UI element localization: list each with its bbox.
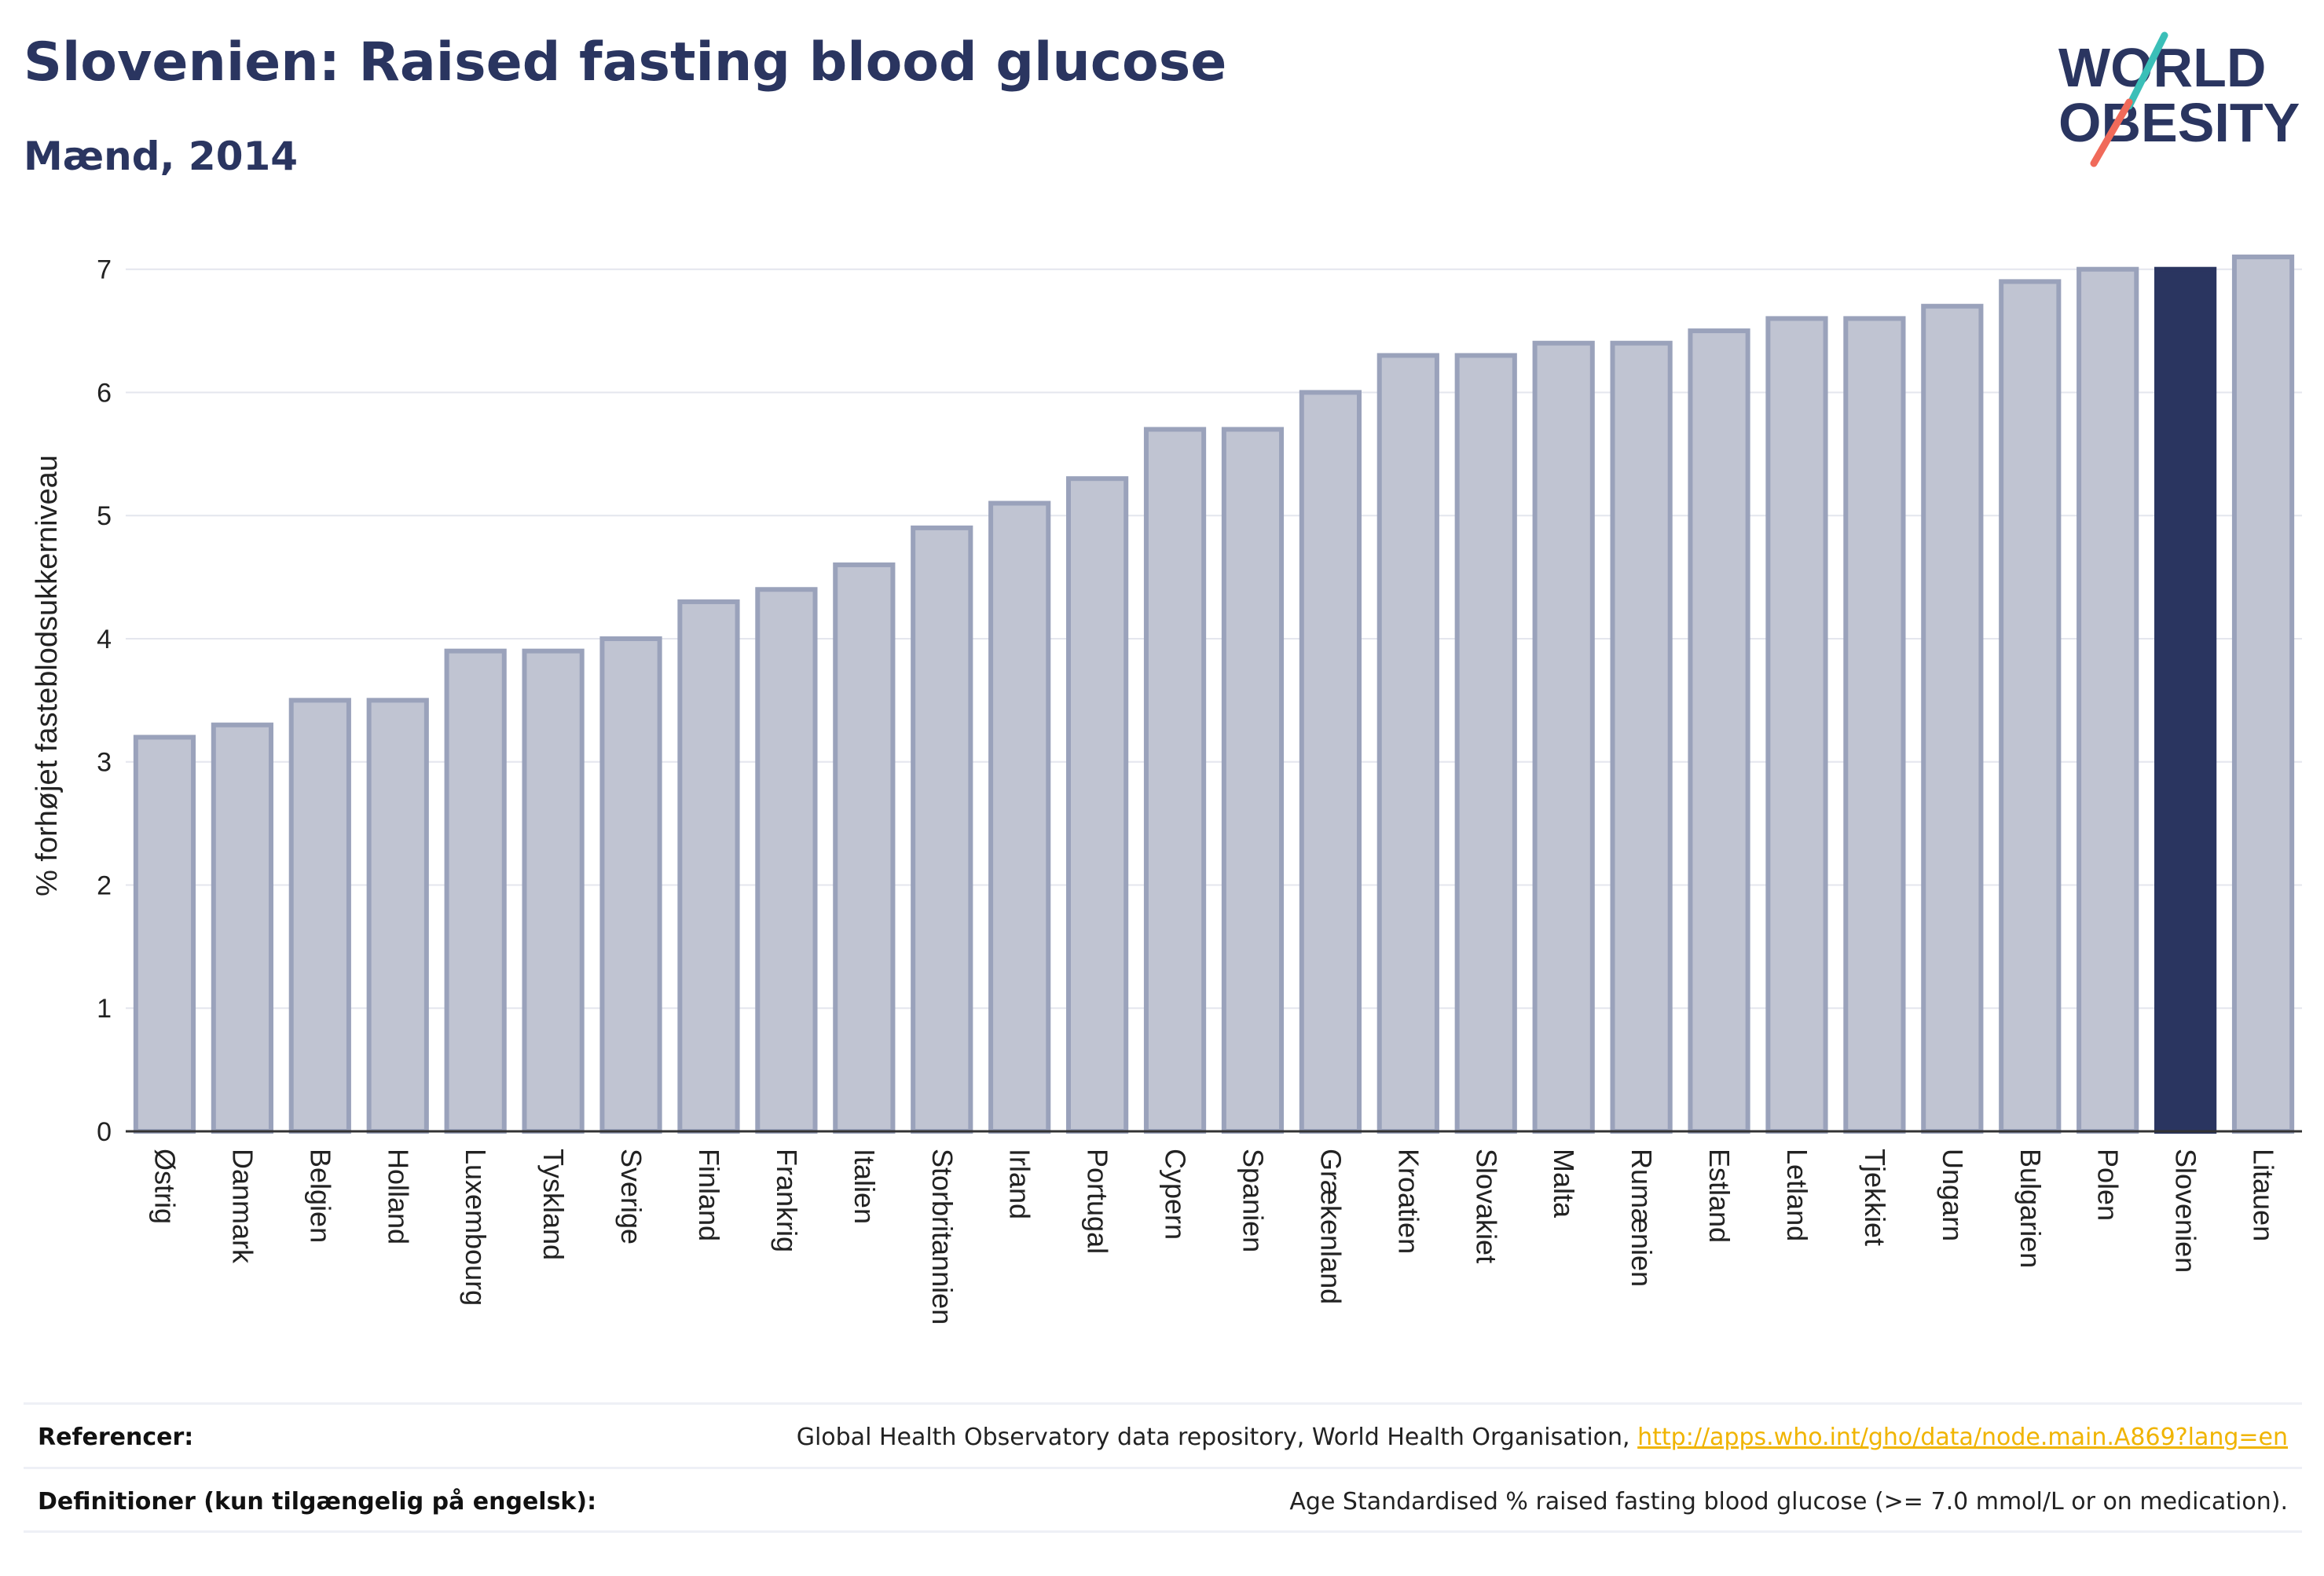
x-tick-label: Letland: [1781, 1149, 1813, 1241]
bar-grækenland: [1299, 390, 1362, 1134]
x-tick-label: Spanien: [1237, 1149, 1269, 1252]
bar-irland: [988, 500, 1051, 1134]
bar-estland: [1688, 328, 1750, 1134]
y-tick-label: 7: [97, 255, 112, 285]
x-tick-label: Malta: [1548, 1149, 1580, 1219]
bar-chart: 0 1 2 3 4 5 6 7 % forhøjet fasteblodsukkerniveau…: [31, 255, 2302, 1325]
bar-danmark: [211, 722, 273, 1134]
bar-belgien: [288, 698, 351, 1134]
bar-tyskland: [522, 648, 585, 1134]
x-tick-label: Sverige: [615, 1149, 647, 1244]
y-tick-label: 0: [97, 1117, 112, 1147]
x-tick-label: Slovenien: [2170, 1149, 2202, 1273]
chart-subtitle: Mænd, 2014: [24, 134, 299, 179]
x-tick-label: Slovakiet: [1470, 1149, 1502, 1263]
y-tick-label: 4: [97, 625, 112, 654]
bar-spanien: [1221, 427, 1285, 1134]
bar-østrig: [133, 735, 196, 1134]
bar-litauen: [2231, 255, 2295, 1134]
x-tick-label: Estland: [1703, 1149, 1736, 1243]
definitions-row: Definitioner (kun tilgængelig på engelsk…: [24, 1467, 2302, 1534]
bar-slovenien: [2154, 266, 2217, 1134]
x-tick-label: Frankrig: [771, 1149, 803, 1252]
x-tick-label: Østrig: [148, 1149, 181, 1224]
bar-bulgarien: [1999, 279, 2062, 1134]
x-tick-label: Grækenland: [1314, 1149, 1347, 1304]
x-tick-label: Cypern: [1160, 1149, 1192, 1240]
x-tick-label: Litauen: [2248, 1149, 2280, 1241]
x-tick-label: Italien: [849, 1149, 881, 1224]
chart-title: Slovenien: Raised fasting blood glucose: [24, 31, 1227, 93]
bar-frankrig: [755, 587, 818, 1134]
y-tick-label: 5: [97, 501, 112, 531]
x-tick-label: Danmark: [226, 1149, 258, 1264]
x-tick-label: Holland: [382, 1149, 414, 1244]
references-label: Referencer:: [38, 1424, 194, 1451]
x-tick-label: Polen: [2092, 1149, 2124, 1221]
x-tick-label: Tjekkiet: [1859, 1149, 1891, 1246]
x-tick-label: Rumænien: [1626, 1149, 1658, 1287]
bar-finland: [677, 599, 740, 1134]
x-tick-label: Finland: [693, 1149, 725, 1241]
logo-slash-coral: [2090, 98, 2133, 167]
x-tick-label: Bulgarien: [2014, 1149, 2047, 1268]
y-tick-label: 6: [97, 378, 112, 408]
y-tick-label: 2: [97, 870, 112, 900]
x-tick-label: Ungarn: [1937, 1149, 1969, 1241]
bar-italien: [833, 562, 896, 1134]
x-tick-label: Luxembourg: [460, 1149, 492, 1306]
x-tick-label: Irland: [1004, 1149, 1036, 1219]
bar-luxembourg: [444, 648, 507, 1134]
y-tick-label: 3: [97, 748, 112, 778]
x-tick-label: Belgien: [304, 1149, 336, 1243]
bar-letland: [1765, 316, 1828, 1134]
logo-slash-teal: [2125, 31, 2168, 110]
world-obesity-logo: WORLD OBESITY: [2058, 31, 2300, 167]
definitions-label: Definitioner (kun tilgængelig på engelsk…: [38, 1488, 597, 1516]
footer-divider: [24, 1530, 2302, 1533]
definitions-text: Age Standardised % raised fasting blood …: [1289, 1488, 2288, 1516]
references-row: Referencer: Global Health Observatory da…: [24, 1402, 2302, 1469]
references-link[interactable]: http://apps.who.int/gho/data/node.main.A…: [1637, 1424, 2288, 1451]
bar-portugal: [1066, 476, 1129, 1134]
logo-text-obesity: OBESITY: [2058, 92, 2300, 153]
bar-tjekkiet: [1843, 316, 1906, 1134]
references-value: Global Health Observatory data repositor…: [797, 1424, 2288, 1451]
bar-rumænien: [1610, 340, 1673, 1134]
x-tick-label: Storbritannien: [926, 1149, 959, 1325]
references-text: Global Health Observatory data repositor…: [796, 1424, 1630, 1451]
bar-kroatien: [1376, 353, 1439, 1134]
bar-malta: [1532, 340, 1595, 1134]
y-axis-label: % forhøjet fasteblodsukkerniveau: [31, 455, 64, 896]
x-tick-label: Kroatien: [1392, 1149, 1424, 1254]
bar-ungarn: [1921, 303, 1984, 1134]
bar-polen: [2077, 266, 2139, 1134]
y-tick-label: 1: [97, 994, 112, 1024]
bar-slovakiet: [1454, 353, 1517, 1134]
x-tick-label: Portugal: [1082, 1149, 1114, 1254]
bar-cypern: [1143, 427, 1207, 1134]
bar-storbritannien: [911, 525, 973, 1134]
x-tick-label: Tyskland: [537, 1149, 570, 1260]
bar-sverige: [599, 636, 662, 1134]
bar-holland: [366, 698, 429, 1134]
